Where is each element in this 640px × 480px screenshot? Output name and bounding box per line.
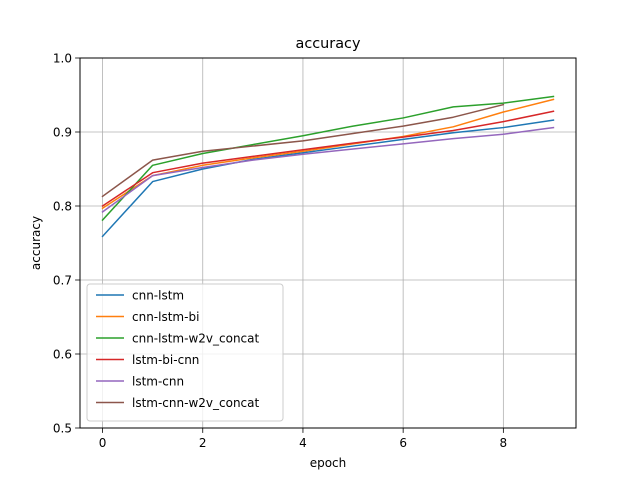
- legend: cnn-lstm cnn-lstm-bi cnn-lstm-w2v_concatls…: [86, 283, 284, 422]
- x-axis-label: epoch: [310, 456, 347, 470]
- series-line-4: [101, 110, 555, 208]
- x-tick-label: 4: [299, 436, 307, 450]
- legend-label-2: cnn-lstm-bi: [132, 310, 199, 324]
- series-line-3: [101, 95, 555, 222]
- y-tick-label: 0.8: [53, 199, 72, 213]
- legend-label-5: lstm-cnn: [132, 374, 184, 388]
- tick-layer: 0 2 4 6 8 0.5 0.6 0.7 0.8 0.9 1.0: [53, 51, 507, 450]
- x-tick-label: 8: [500, 436, 508, 450]
- plot-area-frame: [79, 57, 577, 429]
- series-line-5: [101, 126, 555, 213]
- x-tick-label: 2: [199, 436, 207, 450]
- y-tick-label: 1.0: [53, 51, 72, 65]
- series-line-2: [101, 98, 555, 210]
- y-tick-label: 0.9: [53, 125, 72, 139]
- series-line-1: [101, 119, 555, 238]
- y-tick-label: 0.7: [53, 273, 72, 287]
- legend-label-6: lstm-cnn-w2v_concat: [132, 396, 259, 410]
- series-line-6: [101, 103, 505, 198]
- legend-label-4: lstm-bi-cnn: [132, 353, 199, 367]
- series-layer: [101, 95, 555, 238]
- legend-box: [86, 283, 284, 422]
- legend-label-1: cnn-lstm: [132, 288, 184, 302]
- x-tick-label: 0: [99, 436, 107, 450]
- x-tick-label: 6: [399, 436, 407, 450]
- chart-title: accuracy: [296, 36, 361, 52]
- legend-label-3: cnn-lstm-w2v_concat: [132, 331, 259, 345]
- y-tick-label: 0.6: [53, 347, 72, 361]
- y-axis-label: accuracy: [29, 216, 43, 270]
- y-tick-label: 0.5: [53, 421, 72, 435]
